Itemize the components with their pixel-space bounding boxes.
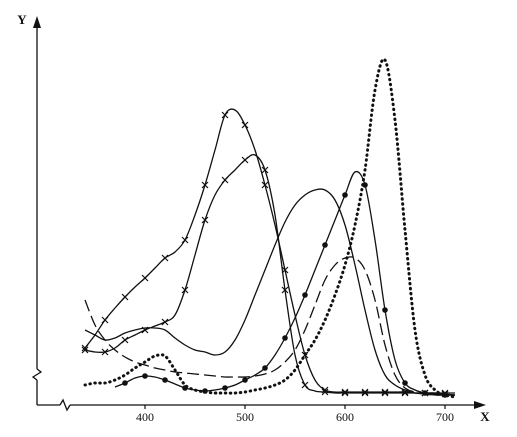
marker (181, 236, 189, 244)
series-line (84, 108, 456, 396)
marker (201, 181, 209, 189)
marker (402, 380, 408, 386)
marker (161, 254, 169, 262)
marker (162, 377, 168, 383)
y-axis-arrow (33, 16, 41, 28)
marker (422, 390, 428, 396)
marker (201, 216, 209, 224)
marker (121, 336, 129, 344)
marker (222, 385, 228, 391)
marker (182, 385, 188, 391)
marker (241, 121, 249, 129)
x-tick-label: 700 (436, 410, 454, 424)
marker (281, 286, 289, 294)
marker (301, 381, 309, 389)
marker (241, 156, 249, 164)
marker (362, 182, 368, 188)
x-tick-label: 500 (236, 410, 254, 424)
marker (302, 292, 308, 298)
x-axis-break (59, 398, 71, 412)
marker (81, 346, 89, 354)
marker (361, 388, 369, 396)
marker (261, 166, 269, 174)
marker (322, 242, 328, 248)
marker (261, 181, 269, 189)
marker (282, 335, 288, 341)
marker (202, 388, 208, 394)
marker (341, 389, 349, 397)
marker (142, 373, 148, 379)
marker (341, 388, 349, 396)
marker (342, 192, 348, 198)
marker (381, 388, 389, 396)
marker (242, 377, 248, 383)
x-axis-arrow (474, 401, 486, 409)
marker (381, 389, 389, 397)
marker (442, 392, 448, 398)
series-line (84, 153, 455, 394)
x-axis-label: X (480, 409, 490, 424)
series-line (84, 256, 455, 396)
marker (181, 286, 189, 294)
marker (361, 389, 369, 397)
marker (121, 293, 129, 301)
marker (262, 365, 268, 371)
x-tick-label: 400 (136, 410, 154, 424)
series-line (84, 188, 455, 396)
y-axis-label: Y (17, 12, 27, 27)
y-axis-break (31, 368, 43, 381)
marker (101, 316, 109, 324)
marker (101, 348, 109, 356)
marker (161, 318, 169, 326)
series-line (83, 57, 457, 399)
marker (221, 176, 229, 184)
marker (321, 388, 329, 396)
marker (382, 307, 388, 313)
marker (301, 351, 309, 359)
marker (221, 111, 229, 119)
x-tick-label: 600 (336, 410, 354, 424)
marker (141, 274, 149, 282)
marker (122, 380, 128, 386)
